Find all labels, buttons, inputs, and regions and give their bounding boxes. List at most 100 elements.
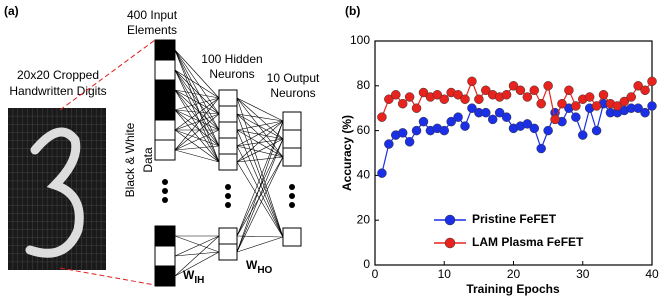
data-point [454, 113, 463, 122]
data-point [461, 95, 470, 104]
data-label: Data [141, 147, 155, 173]
data-point [440, 126, 449, 135]
output-label: 10 Output [267, 71, 320, 85]
data-point [412, 104, 421, 113]
x-tick-label: 30 [576, 267, 590, 281]
data-point [481, 108, 490, 117]
data-point [544, 81, 553, 90]
ellipsis-dot [225, 184, 231, 190]
data-point [585, 93, 594, 102]
ellipsis-dot [225, 193, 231, 199]
connection [175, 90, 219, 162]
data-point [627, 93, 636, 102]
data-point [398, 128, 407, 137]
hidden-neuron [219, 106, 237, 122]
connection [175, 110, 219, 130]
y-tick-label: 100 [350, 33, 370, 47]
hidden-label: Neurons [209, 67, 254, 81]
ellipsis-dot [289, 193, 295, 199]
image-label: Handwritten Digits [9, 84, 106, 98]
input-cell [155, 266, 175, 286]
data-point [398, 99, 407, 108]
data-label: Black & White [123, 122, 137, 197]
data-point [551, 115, 560, 124]
input-cell [155, 100, 175, 120]
data-point [377, 169, 386, 178]
data-point [537, 99, 546, 108]
ellipsis-dot [289, 184, 295, 190]
data-point [544, 126, 553, 135]
data-point [537, 144, 546, 153]
legend-label: Pristine FeFET [472, 212, 557, 226]
image-label: 20x20 Cropped [17, 68, 99, 82]
data-point [405, 137, 414, 146]
connection [175, 236, 219, 256]
legend-marker [445, 215, 455, 225]
output-neuron [283, 130, 301, 148]
data-point [467, 77, 476, 86]
ellipsis-dot [289, 202, 295, 208]
connection [175, 150, 219, 162]
data-point [557, 99, 566, 108]
data-point [502, 90, 511, 99]
data-point [578, 131, 587, 140]
hidden-neuron [219, 122, 237, 138]
data-point [523, 93, 532, 102]
data-point [641, 108, 650, 117]
output-neuron [283, 228, 301, 246]
data-point [516, 86, 525, 95]
data-point [564, 86, 573, 95]
ellipsis-dot [162, 188, 168, 194]
data-point [599, 90, 608, 99]
data-point [571, 113, 580, 122]
connection [237, 237, 283, 252]
input-cell [155, 60, 175, 80]
hidden-neuron [219, 228, 237, 244]
x-tick-label: 0 [372, 267, 379, 281]
x-tick-label: 10 [438, 267, 452, 281]
input-cell [155, 40, 175, 60]
data-point [648, 101, 657, 110]
output-label: Neurons [270, 86, 315, 100]
y-tick-label: 20 [357, 212, 371, 226]
connection [175, 98, 219, 130]
weight-label: WHO [246, 258, 273, 275]
connection [237, 121, 283, 130]
output-neuron [283, 112, 301, 130]
connection [237, 162, 283, 237]
hidden-label: 100 Hidden [201, 52, 262, 66]
ellipsis-dot [162, 179, 168, 185]
data-point [474, 95, 483, 104]
data-point [488, 115, 497, 124]
input-cell [155, 226, 175, 246]
y-tick-label: 60 [357, 123, 371, 137]
weight-label: WIH [183, 268, 204, 285]
data-point [530, 124, 539, 133]
data-point [384, 140, 393, 149]
panel-label: (b) [345, 4, 360, 18]
y-tick-label: 0 [363, 257, 370, 271]
data-point [592, 101, 601, 110]
input-cell [155, 246, 175, 266]
data-point [440, 95, 449, 104]
input-label: Elements [127, 23, 177, 37]
legend-marker [445, 238, 455, 248]
data-point [648, 77, 657, 86]
input-cell [155, 140, 175, 160]
data-point [405, 93, 414, 102]
data-point [592, 126, 601, 135]
data-point [412, 126, 421, 135]
hidden-neuron [219, 138, 237, 154]
y-axis-title: Accuracy (%) [340, 115, 354, 191]
connection [175, 236, 219, 252]
output-neuron [283, 148, 301, 166]
connection [175, 236, 219, 276]
data-point [391, 90, 400, 99]
input-cell [155, 120, 175, 140]
data-point [641, 86, 650, 95]
x-tick-label: 40 [645, 267, 659, 281]
hidden-neuron [219, 244, 237, 260]
data-point [461, 122, 470, 131]
x-axis-title: Training Epochs [466, 282, 560, 296]
